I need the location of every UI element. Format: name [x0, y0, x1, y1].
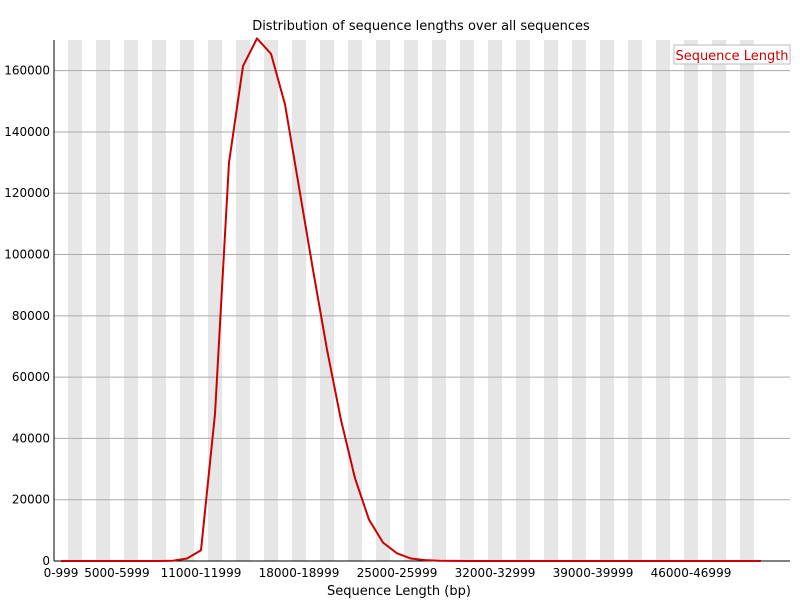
x-axis-title: Sequence Length (bp) [327, 584, 471, 599]
band-49000-49999 [740, 40, 754, 561]
band-7000-7999 [152, 40, 166, 561]
band-19000-19999 [320, 40, 334, 561]
band-31000-31999 [488, 40, 502, 561]
band-23000-23999 [376, 40, 390, 561]
band-1000-1999 [68, 40, 82, 561]
band-11000-11999 [208, 40, 222, 561]
x-tick-label-46000-46999: 46000-46999 [651, 566, 732, 580]
x-tick-label-39000-39999: 39000-39999 [553, 566, 634, 580]
band-27000-27999 [432, 40, 446, 561]
band-13000-13999 [236, 40, 250, 561]
band-39000-39999 [600, 40, 614, 561]
y-tick-label-140000: 140000 [4, 125, 50, 139]
y-tick-label-80000: 80000 [12, 309, 50, 323]
y-tick-label-120000: 120000 [4, 186, 50, 200]
band-17000-17999 [292, 40, 306, 561]
x-tick-label-18000-18999: 18000-18999 [259, 566, 340, 580]
band-35000-35999 [544, 40, 558, 561]
y-tick-label-100000: 100000 [4, 248, 50, 262]
band-37000-37999 [572, 40, 586, 561]
series-line-sequence-length [61, 37, 761, 562]
x-tick-labels: 0-999 5000-5999 11000-11999 18000-18999 2500… [44, 566, 732, 580]
x-tick-label-0-999: 0-999 [44, 566, 79, 580]
band-45000-45999 [684, 40, 698, 561]
band-43000-43999 [656, 40, 670, 561]
legend[interactable]: Sequence Length [673, 44, 791, 65]
y-tick-label-160000: 160000 [4, 64, 50, 78]
series-group [61, 37, 761, 562]
x-tick-label-25000-25999: 25000-25999 [357, 566, 438, 580]
chart-title: Distribution of sequence lengths over al… [252, 19, 590, 34]
band-47000-47999 [712, 40, 726, 561]
y-tick-label-60000: 60000 [12, 370, 50, 384]
band-29000-29999 [460, 40, 474, 561]
x-tick-label-11000-11999: 11000-11999 [161, 566, 242, 580]
x-tick-label-32000-32999: 32000-32999 [455, 566, 536, 580]
band-41000-41999 [628, 40, 642, 561]
band-5000-5999 [124, 40, 138, 561]
horizontal-gridlines [54, 70, 790, 501]
y-tick-label-0: 0 [42, 554, 50, 568]
band-15000-15999 [264, 40, 278, 561]
legend-box [673, 44, 791, 65]
y-tick-label-40000: 40000 [12, 431, 50, 445]
y-tick-label-20000: 20000 [12, 493, 50, 507]
band-21000-21999 [348, 40, 362, 561]
band-33000-33999 [516, 40, 530, 561]
alternating-bands [68, 40, 754, 561]
band-9000-9999 [180, 40, 194, 561]
x-tick-label-5000-5999: 5000-5999 [84, 566, 149, 580]
legend-label-sequence-length: Sequence Length [675, 49, 788, 64]
y-tick-labels: 0 20000 40000 60000 80000 100000 120000 140000 1… [4, 64, 50, 568]
band-3000-3999 [96, 40, 110, 561]
band-25000-25999 [404, 40, 418, 561]
